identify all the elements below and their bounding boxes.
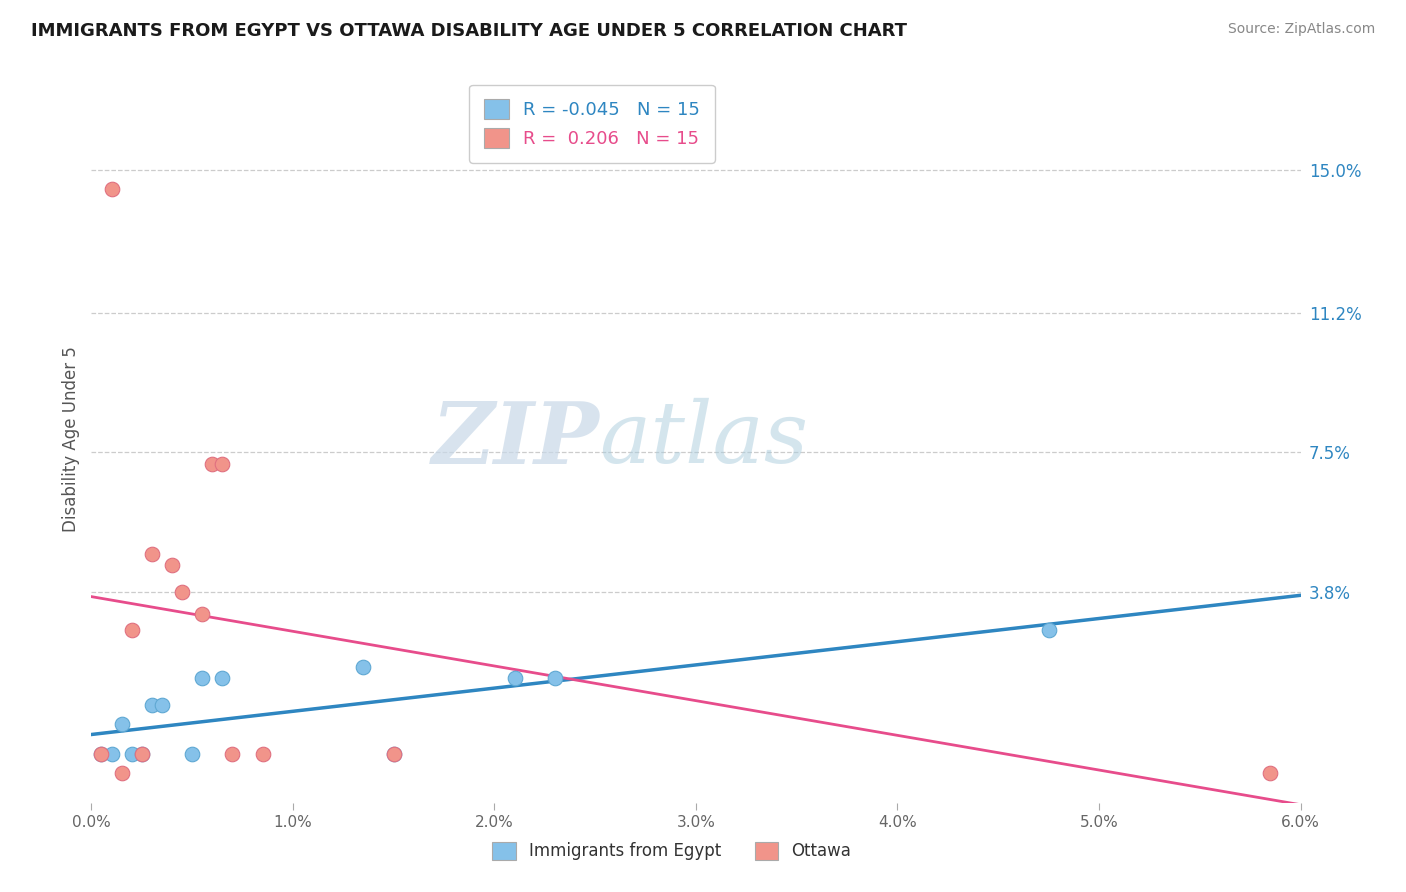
Point (211, 457, 233, 471)
Point (1038, 623, 1060, 637)
Point (131, 747, 153, 761)
Point (141, 698, 163, 712)
Y-axis label: Disability Age Under 5: Disability Age Under 5 (62, 346, 80, 533)
Point (141, 547, 163, 561)
Point (503, 672, 526, 686)
Point (172, 585, 194, 599)
Point (90, 747, 112, 761)
Point (191, 672, 214, 686)
Point (160, 558, 183, 573)
Point (100, 747, 122, 761)
Point (382, 747, 405, 761)
Point (1260, 765, 1282, 780)
Point (352, 660, 374, 674)
Point (201, 457, 224, 471)
Point (131, 747, 153, 761)
Point (111, 716, 132, 731)
Text: atlas: atlas (599, 398, 808, 481)
Point (544, 672, 567, 686)
Point (221, 747, 243, 761)
Point (90, 747, 112, 761)
Point (121, 623, 143, 637)
Point (150, 698, 173, 712)
Point (100, 182, 122, 196)
Point (382, 747, 405, 761)
Legend: Immigrants from Egypt, Ottawa: Immigrants from Egypt, Ottawa (485, 835, 858, 867)
Point (211, 672, 233, 686)
Point (181, 747, 204, 761)
Point (191, 607, 214, 622)
Text: ZIP: ZIP (432, 398, 599, 481)
Text: IMMIGRANTS FROM EGYPT VS OTTAWA DISABILITY AGE UNDER 5 CORRELATION CHART: IMMIGRANTS FROM EGYPT VS OTTAWA DISABILI… (31, 22, 907, 40)
Text: Source: ZipAtlas.com: Source: ZipAtlas.com (1227, 22, 1375, 37)
Point (252, 747, 274, 761)
Point (111, 765, 132, 780)
Point (121, 747, 143, 761)
